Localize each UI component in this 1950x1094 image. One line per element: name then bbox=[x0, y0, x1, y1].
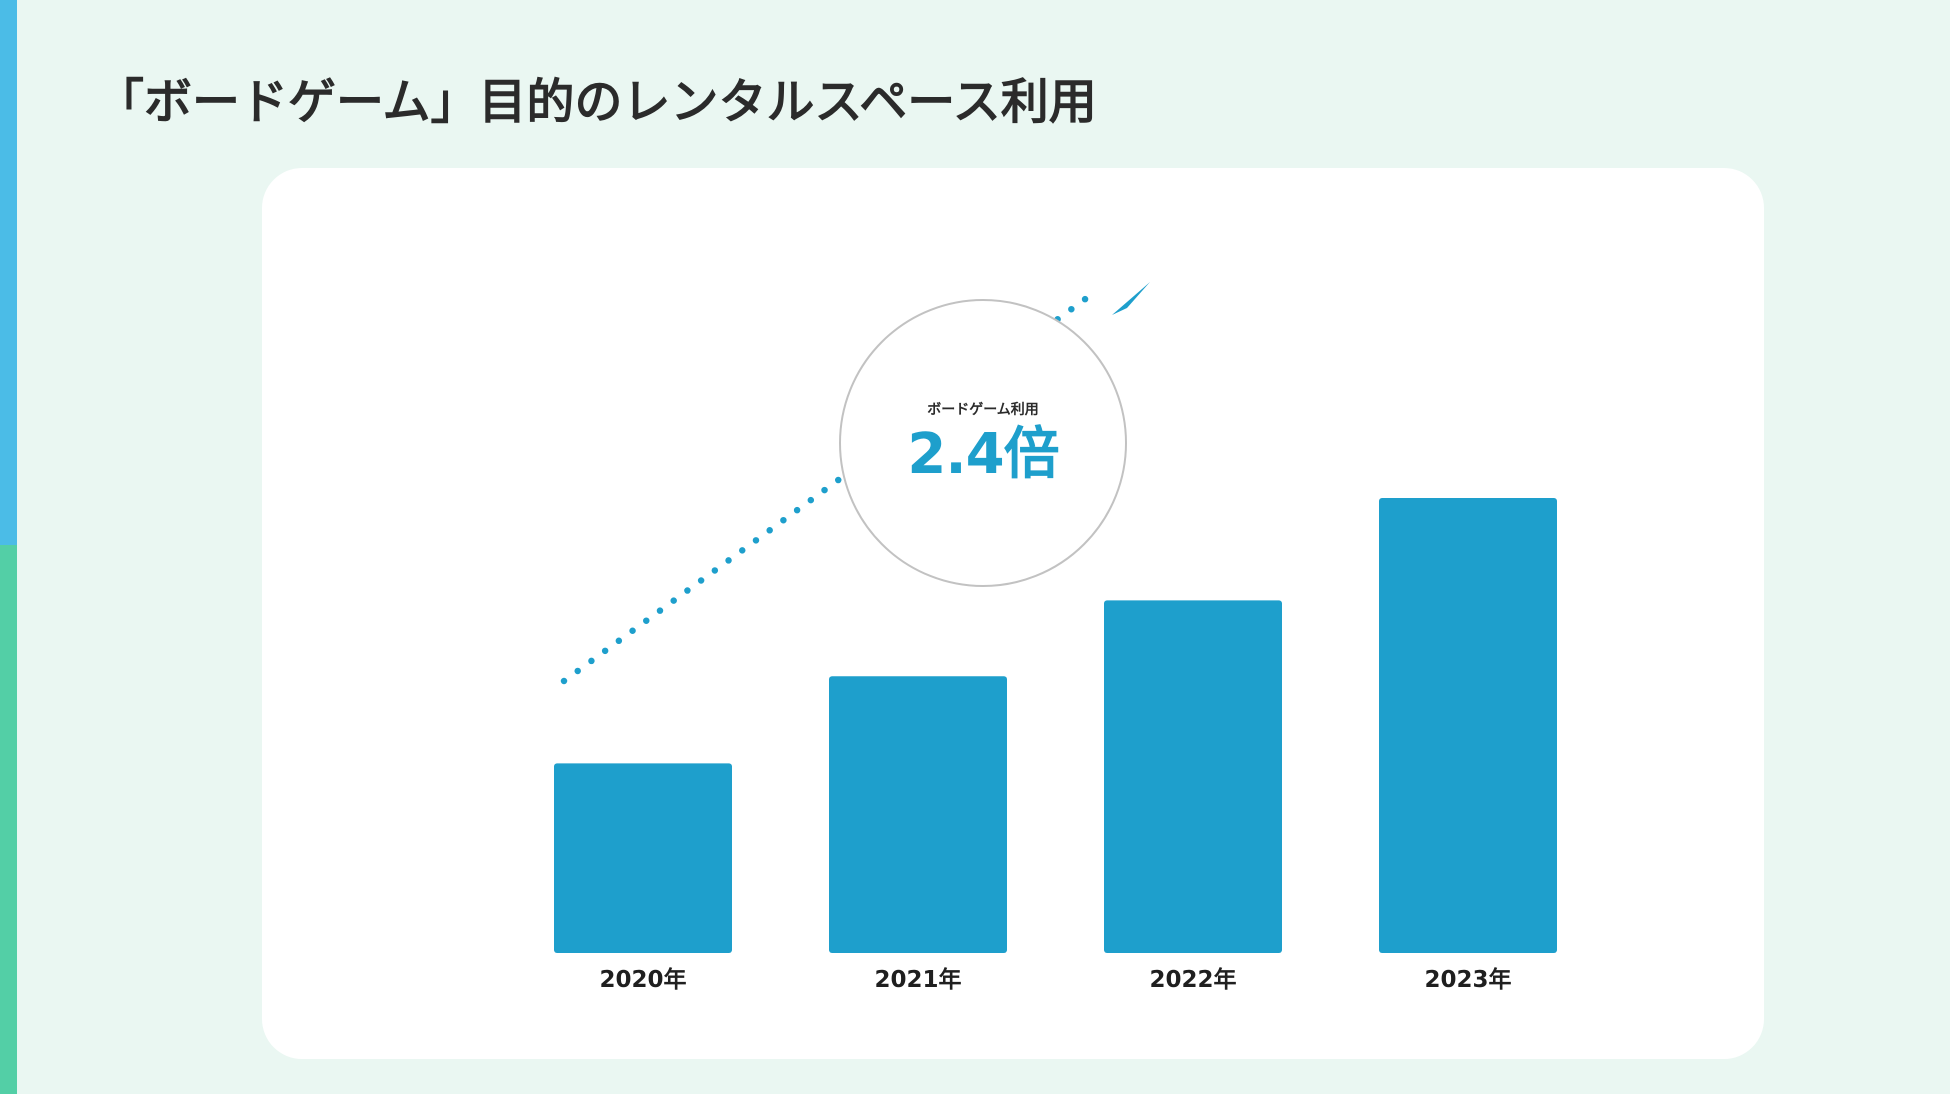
page-title: 「ボードゲーム」目的のレンタルスペース利用 bbox=[96, 74, 1097, 130]
x-label-2022年: 2022年 bbox=[1149, 966, 1236, 993]
bar-2022年 bbox=[1104, 600, 1282, 953]
x-label-2020年: 2020年 bbox=[599, 966, 686, 993]
x-label-2021年: 2021年 bbox=[874, 966, 961, 993]
badge-label: ボードゲーム利用 bbox=[927, 402, 1039, 418]
bar-2020年 bbox=[554, 763, 732, 953]
accent-bar-top bbox=[0, 0, 17, 545]
bar-chart: 2020年 2021年 2022年 2023年 bbox=[554, 282, 1557, 993]
bars-layer bbox=[554, 498, 1557, 953]
bar-2021年 bbox=[829, 676, 1007, 953]
x-label-2023年: 2023年 bbox=[1424, 966, 1511, 993]
accent-bar-bottom bbox=[0, 545, 17, 1094]
highlight-badge: ボードゲーム利用 2.4倍 bbox=[839, 299, 1127, 587]
bar-2023年 bbox=[1379, 498, 1557, 953]
x-axis-labels: 2020年 2021年 2022年 2023年 bbox=[599, 966, 1511, 993]
chart-card: 2020年 2021年 2022年 2023年 ボードゲーム利用 2.4倍 bbox=[262, 168, 1764, 1059]
badge-value: 2.4倍 bbox=[907, 422, 1059, 487]
trend-arrowhead bbox=[1112, 282, 1150, 315]
